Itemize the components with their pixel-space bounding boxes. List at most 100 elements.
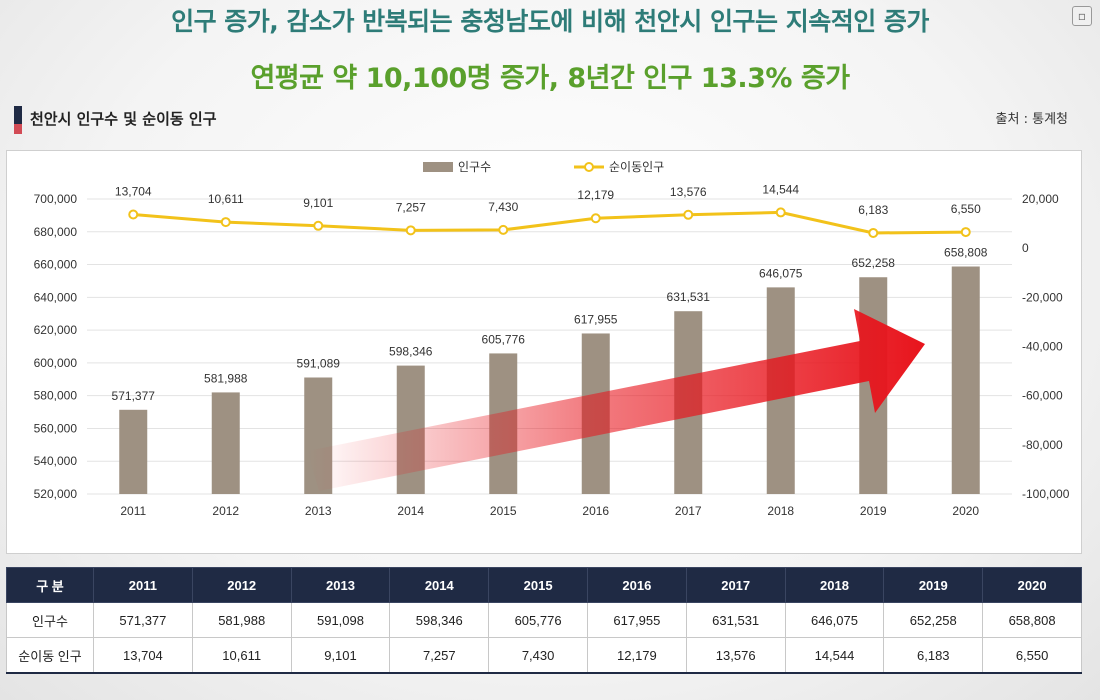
x-tick-label: 2011: [120, 504, 146, 518]
section-marker-icon: [14, 106, 22, 134]
net-migration-line: [133, 210, 966, 235]
y-right-tick-label: -80,000: [1022, 438, 1063, 452]
y-left-tick-label: 620,000: [34, 323, 78, 337]
y-left-tick-label: 680,000: [34, 225, 78, 239]
line-point: [775, 207, 786, 218]
line-point: [405, 225, 416, 236]
y-left-tick-label: 660,000: [34, 258, 78, 272]
headline-line1: 인구 증가, 감소가 반복되는 충청남도에 비해 천안시 인구는 지속적인 증가: [171, 7, 929, 36]
line-point: [868, 227, 879, 238]
line-point: [220, 217, 231, 228]
line-data-label: 6,550: [951, 202, 981, 216]
window-corner-icon: ▫: [1072, 6, 1092, 26]
population-chart: 520,000 540,000 560,000 580,000 600,000 620,0…: [34, 160, 1070, 518]
bar-data-label: 598,346: [389, 345, 433, 359]
bar: [211, 392, 240, 494]
legend-line-marker: [584, 162, 594, 172]
table-cell: 9,101: [290, 637, 391, 674]
line-point: [128, 209, 139, 220]
table-cell: 658,808: [982, 602, 1082, 638]
table-header-year: 2018: [784, 567, 885, 603]
table-cell: 591,098: [290, 602, 391, 638]
table-row: 순이동 인구 13,704 10,611 9,101 7,257 7,430 12,179 1…: [6, 637, 1082, 674]
line-data-label: 9,101: [303, 196, 333, 210]
line-data-label: 7,257: [396, 200, 426, 214]
table-header-year: 2020: [982, 567, 1082, 603]
table-header-year: 2013: [290, 567, 391, 603]
headline-line2: 연평균 약 10,100명 증가, 8년간 인구 13.3% 증가: [250, 63, 850, 94]
table-cell: 10,611: [191, 637, 292, 674]
x-tick-label: 2016: [582, 504, 609, 518]
table-cell: 631,531: [685, 602, 786, 638]
table-cell: 581,988: [191, 602, 292, 638]
line-data-label: 7,430: [488, 200, 518, 214]
bar-data-label: 605,776: [482, 332, 526, 346]
y-right-tick-label: -40,000: [1022, 340, 1063, 354]
source-label: 출처 : 통계청: [995, 112, 1068, 127]
line-point: [683, 209, 694, 220]
bar-data-label: 581,988: [204, 371, 248, 385]
table-cell: 598,346: [389, 602, 490, 638]
section-title: 천안시 인구수 및 순이동 인구: [30, 110, 217, 128]
table-row-label: 순이동 인구: [6, 637, 94, 674]
data-table: 구 분 2011 2012 2013 2014 2015 2016 2017 2018 2019…: [6, 567, 1082, 674]
table-row: 인구수 571,377 581,988 591,098 598,346 605,776 61…: [6, 602, 1082, 638]
line-data-label: 12,179: [577, 188, 614, 202]
table-cell: 13,704: [93, 637, 193, 674]
table-cell: 571,377: [93, 602, 193, 638]
line-point: [498, 224, 509, 235]
table-cell: 7,430: [488, 637, 588, 674]
table-cell: 12,179: [586, 637, 687, 674]
bar-data-label: 658,808: [944, 246, 988, 260]
y-left-tick-label: 560,000: [34, 421, 78, 435]
bar-data-label: 646,075: [759, 266, 803, 280]
table-header-year: 2011: [93, 567, 193, 603]
line-point: [590, 213, 601, 224]
line-data-label: 10,611: [208, 192, 244, 206]
x-tick-label: 2014: [397, 504, 424, 518]
bar-data-label: 631,531: [667, 290, 711, 304]
table-cell: 652,258: [883, 602, 984, 638]
table-cell: 605,776: [488, 602, 588, 638]
y-left-tick-label: 700,000: [34, 192, 78, 206]
y-left-tick-label: 580,000: [34, 389, 78, 403]
bar-data-label: 652,258: [852, 256, 896, 270]
y-right-tick-label: -100,000: [1022, 487, 1070, 501]
bar: [951, 266, 980, 494]
bar: [119, 409, 148, 494]
table-cell: 617,955: [586, 602, 687, 638]
y-left-tick-label: 640,000: [34, 290, 78, 304]
table-header-year: 2012: [191, 567, 292, 603]
y-left-tick-label: 600,000: [34, 356, 78, 370]
y-right-tick-label: -20,000: [1022, 290, 1063, 304]
x-tick-label: 2015: [490, 504, 517, 518]
table-header-year: 2015: [488, 567, 588, 603]
y-right-tick-label: 0: [1022, 241, 1029, 255]
table-cell: 13,576: [685, 637, 786, 674]
table-cell: 6,550: [982, 637, 1082, 674]
x-tick-label: 2020: [952, 504, 979, 518]
table-header-year: 2014: [389, 567, 490, 603]
bar-data-label: 571,377: [112, 389, 156, 403]
y-left-tick-label: 540,000: [34, 454, 78, 468]
table-cell: 646,075: [784, 602, 885, 638]
table-header-year: 2016: [586, 567, 687, 603]
table-cell: 7,257: [389, 637, 490, 674]
table-cell: 6,183: [883, 637, 984, 674]
line-point: [960, 227, 971, 238]
table-cell: 14,544: [784, 637, 885, 674]
y-right-tick-label: 20,000: [1022, 192, 1059, 206]
x-tick-label: 2018: [767, 504, 794, 518]
growth-arrow: [307, 309, 925, 491]
legend-line-label: 순이동인구: [609, 160, 664, 174]
chart-panel: 520,000 540,000 560,000 580,000 600,000 620,0…: [6, 150, 1082, 554]
y-left-tick-label: 520,000: [34, 487, 78, 501]
y-right-tick-label: -60,000: [1022, 389, 1063, 403]
bar-data-label: 591,089: [297, 356, 341, 370]
legend-bar-label: 인구수: [458, 160, 491, 174]
x-tick-label: 2012: [212, 504, 239, 518]
x-tick-label: 2017: [675, 504, 702, 518]
line-data-label: 14,544: [762, 182, 799, 196]
table-row-label: 인구수: [6, 602, 94, 638]
table-header-row: 구 분 2011 2012 2013 2014 2015 2016 2017 2018 2019…: [6, 567, 1082, 603]
